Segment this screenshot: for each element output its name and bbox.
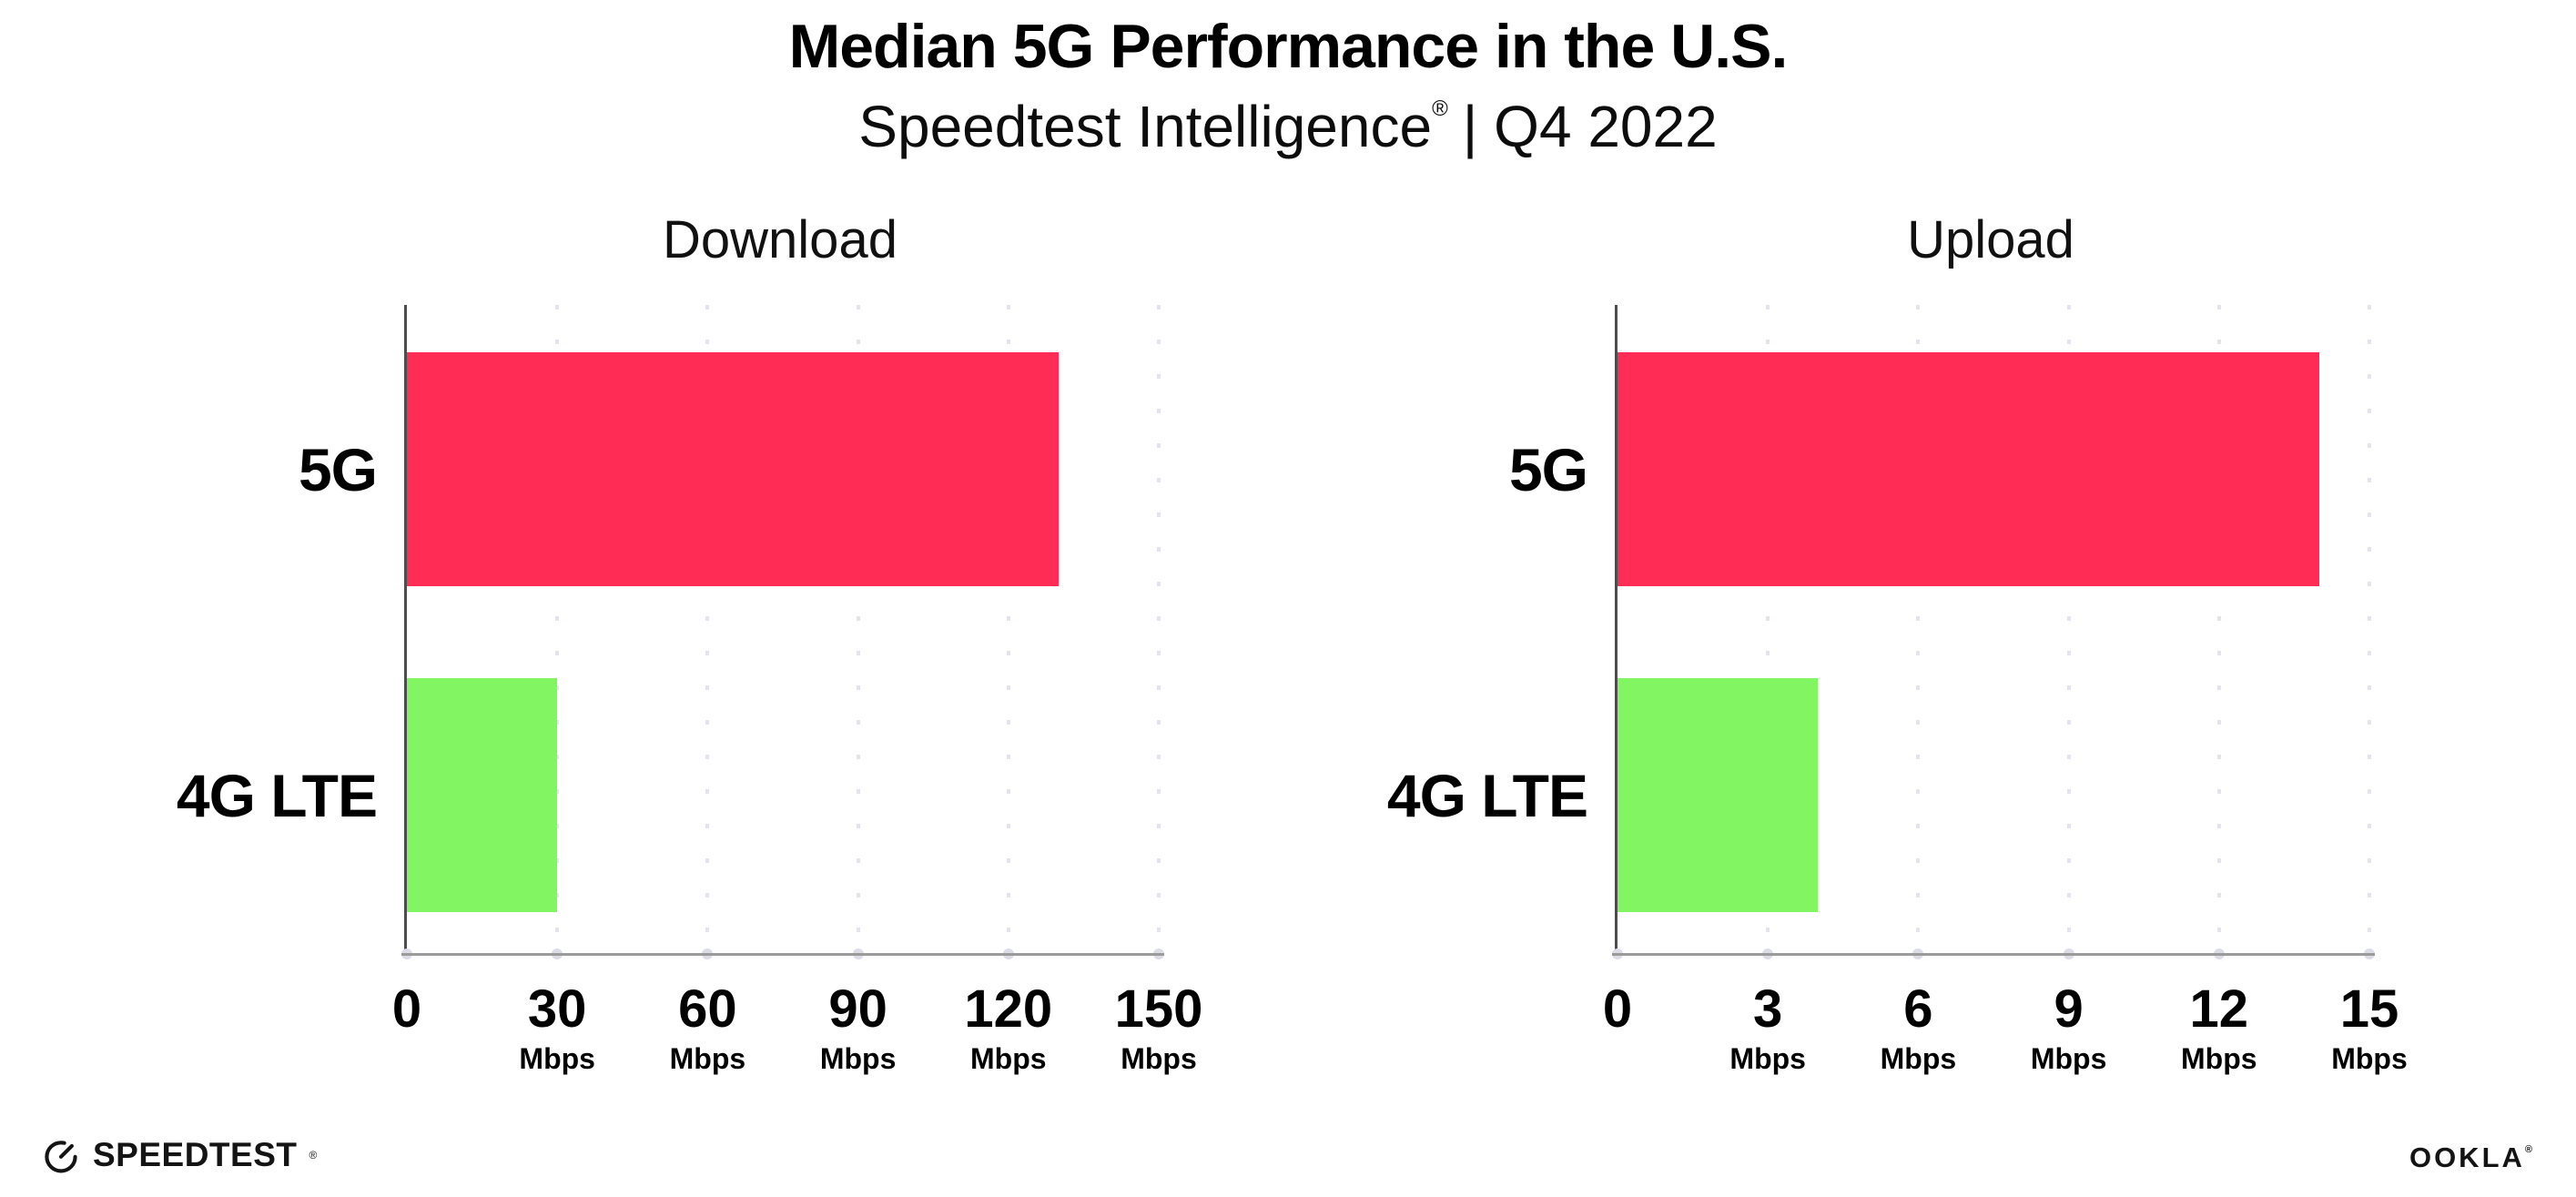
gridline: [2216, 305, 2221, 954]
gridline: [1157, 305, 1161, 954]
x-tick-unit-label: Mbps: [2331, 1042, 2408, 1075]
category-label-4g-lte: 4G LTE: [1386, 761, 1588, 829]
speedtest-logo: SPEEDTEST ®: [41, 1135, 317, 1175]
x-tick-label: 0: [1602, 979, 1633, 1039]
x-tick-label: 9: [2054, 979, 2084, 1039]
bar-4g-lte: [1618, 678, 1819, 912]
x-tick-unit-label: Mbps: [1121, 1042, 1197, 1075]
plot-area-upload: 0 3 Mbps 6 Mbps 9 Mbps 12 Mbps 15 Mbps: [1603, 305, 2408, 1075]
page-title: Median 5G Performance in the U.S.: [788, 12, 1789, 81]
ookla-trademark-symbol: ®: [2524, 1144, 2532, 1155]
x-axis-line: [1612, 953, 2375, 956]
x-tick-label: 12: [2189, 979, 2249, 1039]
chart-upload: Upload 5G 4G LTE 0 3 Mbps 6 Mbps 9 Mbps 12 Mbps 1…: [1347, 209, 2408, 1083]
bar-5g: [1618, 352, 2319, 586]
gridline: [1006, 305, 1010, 954]
bar-5g: [407, 352, 1059, 586]
x-tick-unit-label: Mbps: [970, 1042, 1047, 1075]
speedtest-gauge-icon: [45, 1141, 77, 1173]
ookla-wordmark: OOKLA: [2409, 1141, 2525, 1173]
gridline: [2368, 305, 2371, 954]
bar-4g-lte: [407, 678, 558, 912]
x-tick-unit-label: Mbps: [1880, 1042, 1957, 1075]
ookla-logo: OOKLA®: [2409, 1141, 2532, 1174]
page-subtitle: Speedtest Intelligence® | Q4 2022: [0, 93, 2576, 160]
x-tick-label: 0: [391, 979, 422, 1039]
category-label-5g: 5G: [298, 435, 378, 503]
x-tick-label: 3: [1753, 979, 1783, 1039]
speedtest-trademark-symbol: ®: [309, 1149, 318, 1161]
subtitle-brand: Speedtest Intelligence: [858, 94, 1433, 159]
gridline: [1766, 305, 1770, 954]
x-axis-line: [401, 953, 1164, 956]
chart-title: Download: [663, 210, 898, 269]
gridline: [1916, 305, 1921, 954]
category-label-5g: 5G: [1508, 435, 1588, 503]
x-tick-label: 120: [964, 979, 1053, 1039]
gridline: [705, 305, 710, 954]
x-tick-label: 6: [1903, 979, 1933, 1039]
x-tick-unit-label: Mbps: [519, 1042, 595, 1075]
x-tick-unit-label: Mbps: [2181, 1042, 2257, 1075]
x-tick-unit-label: Mbps: [819, 1042, 897, 1075]
x-tick-label: 150: [1114, 979, 1203, 1039]
x-tick-label: 60: [678, 979, 737, 1039]
chart-download: Download 5G 4G LTE 0 30 Mbps 60 Mbps 90 Mbps 12…: [137, 209, 1203, 1083]
registered-trademark-symbol: ®: [1432, 96, 1448, 121]
x-tick-label: 15: [2339, 979, 2399, 1039]
gridline: [856, 305, 860, 954]
gridline: [2066, 305, 2071, 954]
category-label-4g-lte: 4G LTE: [176, 761, 378, 829]
gridline: [555, 305, 560, 954]
x-tick-label: 30: [527, 979, 587, 1039]
subtitle-period: | Q4 2022: [1462, 94, 1718, 159]
x-tick-label: 90: [828, 979, 887, 1039]
x-tick-unit-label: Mbps: [2030, 1042, 2107, 1075]
x-tick-unit-label: Mbps: [1729, 1042, 1806, 1075]
plot-area-download: 0 30 Mbps 60 Mbps 90 Mbps 120 Mbps 150 Mbps: [392, 305, 1202, 1075]
chart-title: Upload: [1907, 210, 2074, 269]
speedtest-wordmark: SPEEDTEST: [93, 1136, 298, 1173]
x-tick-unit-label: Mbps: [669, 1042, 746, 1075]
